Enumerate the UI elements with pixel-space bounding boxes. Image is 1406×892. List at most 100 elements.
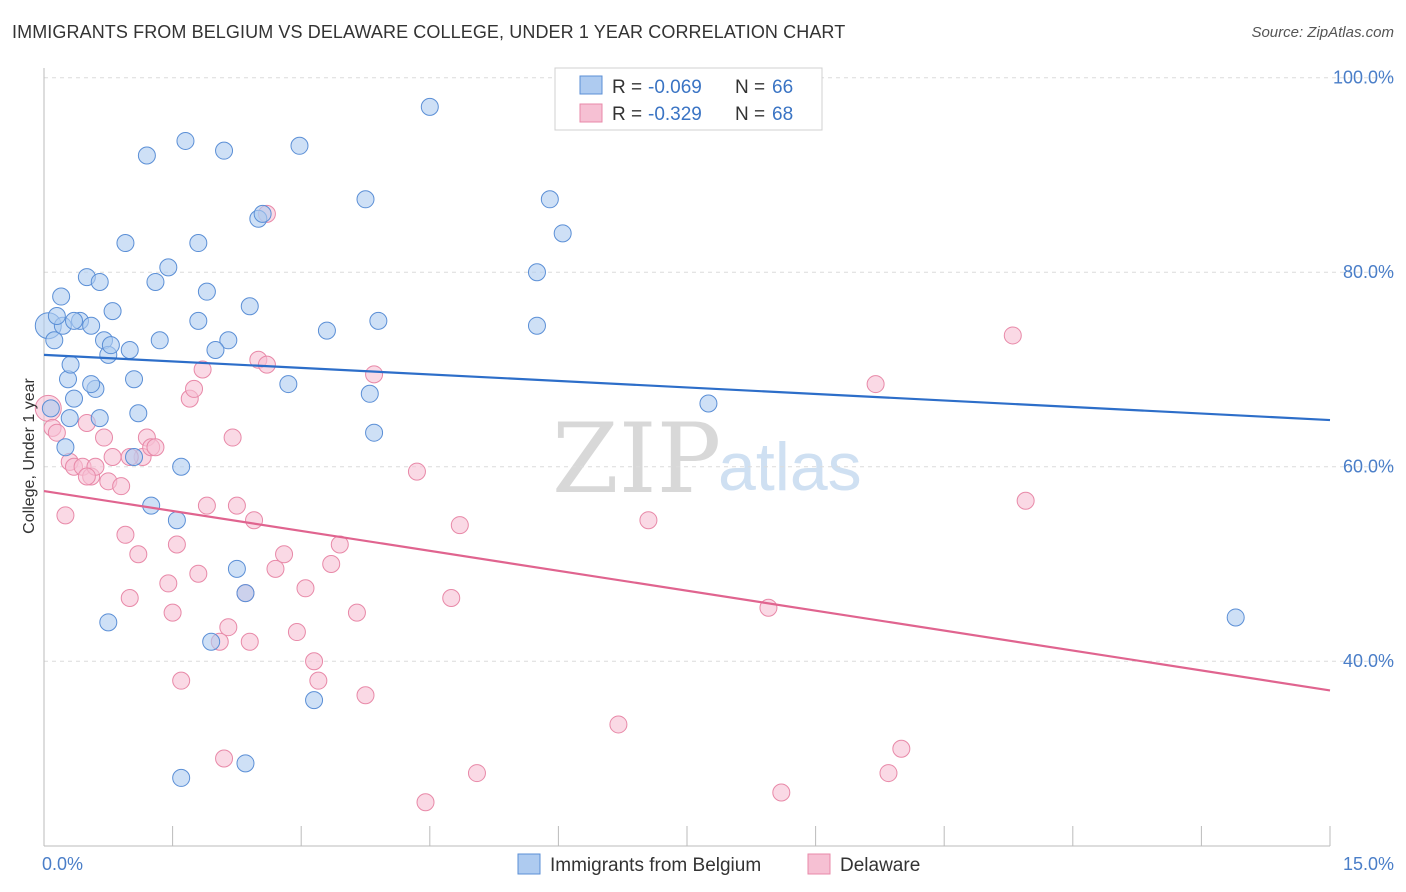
delaware-point <box>193 360 212 379</box>
belgium-trend-line <box>43 353 1331 422</box>
delaware-point <box>639 511 658 530</box>
belgium-point <box>120 341 139 360</box>
belgium-point <box>206 341 225 360</box>
belgium-point <box>47 306 66 325</box>
legend-r-value-2: -0.329 <box>648 104 702 125</box>
belgium-point <box>189 311 208 330</box>
belgium-point <box>90 272 109 291</box>
belgium-point <box>699 394 718 413</box>
delaware-point <box>245 511 264 530</box>
delaware-point <box>189 564 208 583</box>
y-tick-label: 40.0% <box>1343 651 1394 671</box>
belgium-point <box>82 375 101 394</box>
delaware-point <box>879 764 898 783</box>
legend-swatch-pink <box>579 103 603 123</box>
belgium-point <box>103 302 122 321</box>
delaware-point <box>322 554 341 573</box>
y-axis-title: College, Under 1 year <box>21 378 38 534</box>
delaware-point <box>116 525 135 544</box>
belgium-point <box>202 632 221 651</box>
delaware-point <box>129 545 148 564</box>
delaware-point <box>609 715 628 734</box>
delaware-point <box>77 467 96 486</box>
legend-n-value-2: 68 <box>772 104 793 125</box>
belgium-point <box>125 448 144 466</box>
delaware-point <box>442 589 461 608</box>
belgium-point <box>101 336 120 355</box>
y-tick-labels: 40.0% 60.0% 80.0% 100.0% <box>1333 68 1394 671</box>
belgium-point <box>52 287 71 306</box>
x-tick-label-max: 15.0% <box>1343 854 1394 874</box>
belgium-point <box>65 389 84 408</box>
delaware-point <box>296 579 315 598</box>
delaware-point <box>103 448 122 466</box>
correlation-legend: R = -0.069 N = 66 R = -0.329 N = 68 <box>554 67 823 131</box>
delaware-point <box>287 623 306 642</box>
delaware-point <box>185 379 204 398</box>
belgium-point <box>167 511 186 530</box>
delaware-point <box>275 545 294 564</box>
delaware-point <box>223 428 242 447</box>
belgium-point <box>99 613 118 632</box>
y-tick-label: 100.0% <box>1333 68 1394 88</box>
belgium-point <box>305 691 324 710</box>
y-tick-label: 60.0% <box>1343 457 1394 477</box>
x-tick-label-min: 0.0% <box>42 854 83 874</box>
legend-r-label-1: R = <box>612 77 642 98</box>
x-ticks <box>43 826 1331 846</box>
delaware-point <box>1003 326 1022 345</box>
belgium-point <box>159 258 178 277</box>
belgium-points <box>34 97 1245 787</box>
belgium-point <box>1226 608 1245 627</box>
delaware-point <box>197 496 216 515</box>
legend-r-label-2: R = <box>612 104 642 125</box>
delaware-point <box>892 739 911 758</box>
belgium-point <box>116 234 135 253</box>
belgium-point <box>215 141 234 160</box>
belgium-point <box>290 136 309 155</box>
delaware-point <box>215 749 234 768</box>
belgium-point <box>365 423 384 442</box>
belgium-point <box>41 399 60 418</box>
delaware-point <box>163 603 182 622</box>
belgium-point <box>82 316 101 335</box>
belgium-point <box>356 190 375 209</box>
belgium-point <box>125 370 144 389</box>
delaware-point <box>146 438 165 457</box>
delaware-point <box>112 477 131 496</box>
watermark: ZIP atlas <box>552 403 862 515</box>
legend-n-label-2: N = <box>735 104 765 125</box>
delaware-trend-line <box>43 489 1331 692</box>
watermark-zip: ZIP <box>552 403 721 515</box>
delaware-point <box>47 423 66 442</box>
y-tick-label: 80.0% <box>1343 262 1394 282</box>
delaware-points <box>34 204 1035 812</box>
delaware-point <box>450 516 469 535</box>
belgium-point <box>137 146 156 165</box>
delaware-point <box>172 671 191 690</box>
delaware-point <box>407 462 426 481</box>
chart-title: IMMIGRANTS FROM BELGIUM VS DELAWARE COLL… <box>12 22 846 42</box>
belgium-point <box>227 559 246 578</box>
belgium-point <box>360 384 379 403</box>
belgium-point <box>146 272 165 291</box>
delaware-point <box>159 574 178 593</box>
belgium-point <box>527 316 546 335</box>
bottom-legend-label-delaware: Delaware <box>840 855 920 876</box>
bottom-legend-swatch-delaware <box>807 853 831 875</box>
delaware-point <box>365 365 384 384</box>
delaware-point <box>356 686 375 705</box>
source-label: Source: ZipAtlas.com <box>1251 24 1394 41</box>
legend-n-label-1: N = <box>735 77 765 98</box>
bottom-legend-swatch-belgium <box>517 853 541 875</box>
belgium-point <box>129 404 148 423</box>
belgium-point <box>527 263 546 282</box>
belgium-point <box>61 355 80 374</box>
delaware-point <box>467 764 486 783</box>
belgium-point <box>45 331 64 350</box>
belgium-point <box>176 131 195 150</box>
delaware-point <box>1016 491 1035 510</box>
delaware-point <box>240 632 259 651</box>
belgium-point <box>317 321 336 340</box>
